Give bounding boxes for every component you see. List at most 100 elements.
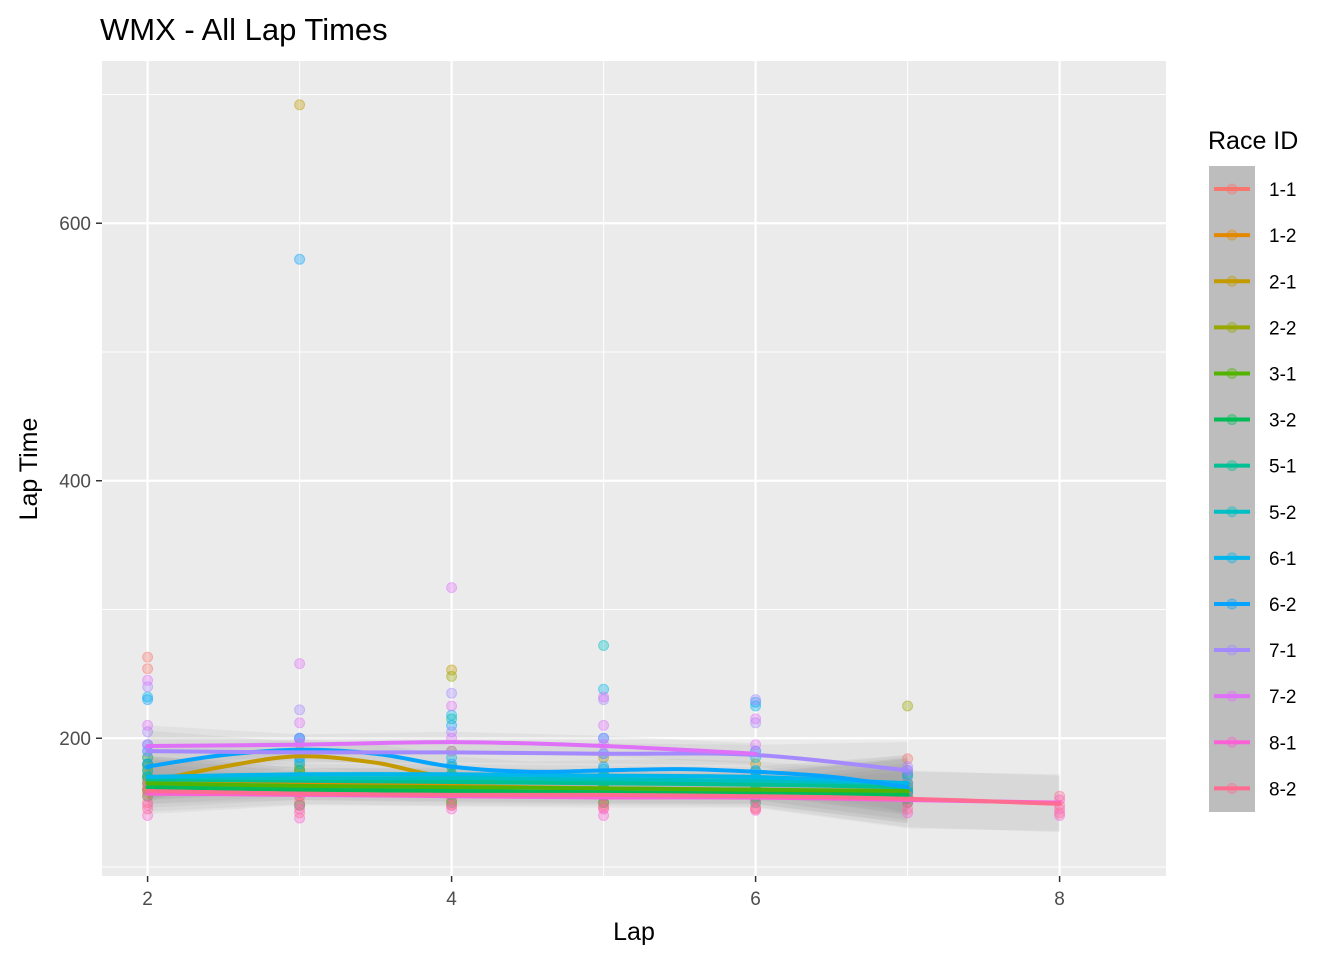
legend-item-6-2: 6-2 [1214,595,1296,616]
smooth-lines [145,740,1062,806]
legend-label: 1-2 [1269,226,1296,247]
legend-label: 5-2 [1269,503,1296,524]
point-8-2 [598,799,610,811]
point-8-1 [294,812,306,824]
point-8-1 [902,807,914,819]
smooth-line-8-2 [145,789,1062,806]
point-7-2 [142,674,154,686]
point-7-2 [750,713,762,725]
point-8-1 [750,804,762,816]
point-2-1 [294,99,306,111]
point-8-1 [142,810,154,821]
legend-label: 6-2 [1269,595,1296,616]
point-6-2 [598,732,610,744]
point-7-1 [142,726,154,738]
point-8-2 [1054,807,1066,819]
legend-point [1226,183,1238,195]
y-tick-label: 200 [59,729,91,750]
point-1-1 [294,799,306,811]
legend-point [1226,506,1238,518]
legend-item-7-2: 7-2 [1214,687,1296,708]
point-5-1 [446,713,458,725]
point-2-2 [446,670,458,682]
point-6-2 [294,253,306,265]
point-7-2 [750,739,762,751]
point-2-1 [750,758,762,770]
major-gridlines [102,61,1166,876]
legend-item-3-2: 3-2 [1214,411,1296,432]
point-7-1 [446,687,458,699]
legend-label: 7-2 [1269,687,1296,708]
smooth-line-7-1 [145,749,910,773]
point-8-1 [598,803,610,815]
point-6-1 [598,683,610,695]
point-3-2 [294,799,306,811]
point-6-1 [142,691,154,703]
legend-point [1226,782,1238,794]
legend: Race ID 1-1 1-2 2-1 2-2 3-1 3-2 5-1 5-2 6-1 6-2 7-… [1208,127,1298,812]
point-7-2 [598,719,610,731]
point-7-2 [294,658,306,670]
smooth-line-5-1 [145,777,910,790]
point-8-1 [1054,810,1066,821]
x-tick-label: 8 [1054,889,1065,910]
point-8-1 [446,803,458,815]
y-axis: 200 400 600 [59,214,102,750]
point-6-1 [750,700,762,712]
point-8-1 [142,799,154,811]
x-tick-label: 4 [446,889,457,910]
legend-label: 6-1 [1269,549,1296,570]
legend-point [1226,736,1238,748]
legend-point [1226,644,1238,656]
legend-label: 7-1 [1269,641,1296,662]
legend-item-7-1: 7-1 [1214,641,1296,662]
point-6-2 [446,719,458,731]
legend-label: 2-2 [1269,318,1296,339]
legend-item-8-1: 8-1 [1214,733,1296,754]
point-8-2 [294,797,306,809]
y-tick-label: 400 [59,472,91,493]
legend-item-1-2: 1-2 [1214,226,1296,247]
point-7-2 [142,719,154,731]
point-1-1 [750,803,762,815]
x-axis-title: Lap [613,918,655,946]
legend-item-5-2: 5-2 [1214,503,1296,524]
smooth-line-3-1 [145,781,910,793]
point-7-1 [142,681,154,693]
legend-item-3-1: 3-1 [1214,364,1296,385]
legend-title: Race ID [1208,127,1298,155]
point-1-2 [294,761,306,773]
point-1-1 [902,753,914,765]
legend-point [1226,414,1238,426]
legend-point [1226,229,1238,241]
point-1-1 [142,663,154,675]
smooth-line-5-2 [145,774,910,786]
legend-item-6-1: 6-1 [1214,549,1296,570]
legend-label: 3-1 [1269,364,1296,385]
point-2-1 [446,664,458,676]
legend-label: 3-2 [1269,411,1296,432]
minor-gridlines [102,61,1166,876]
point-8-2 [294,807,306,819]
legend-point [1226,598,1238,610]
point-7-1 [598,694,610,706]
x-tick-label: 6 [750,889,761,910]
legend-point [1226,460,1238,472]
point-1-1 [142,651,154,663]
legend-item-5-1: 5-1 [1214,457,1296,478]
point-7-2 [294,717,306,729]
point-7-1 [750,717,762,729]
legend-item-1-1: 1-1 [1214,180,1296,201]
legend-item-2-1: 2-1 [1214,272,1296,293]
point-7-1 [446,726,458,738]
legend-key-background [1209,166,1255,812]
legend-item-2-2: 2-2 [1214,318,1296,339]
point-6-1 [446,709,458,721]
point-8-2 [750,802,762,814]
legend-label: 1-1 [1269,180,1296,201]
legend-label: 8-1 [1269,733,1296,754]
smooth-line-3-2 [145,785,910,797]
point-7-2 [598,691,610,703]
legend-point [1226,552,1238,564]
legend-label: 5-1 [1269,457,1296,478]
